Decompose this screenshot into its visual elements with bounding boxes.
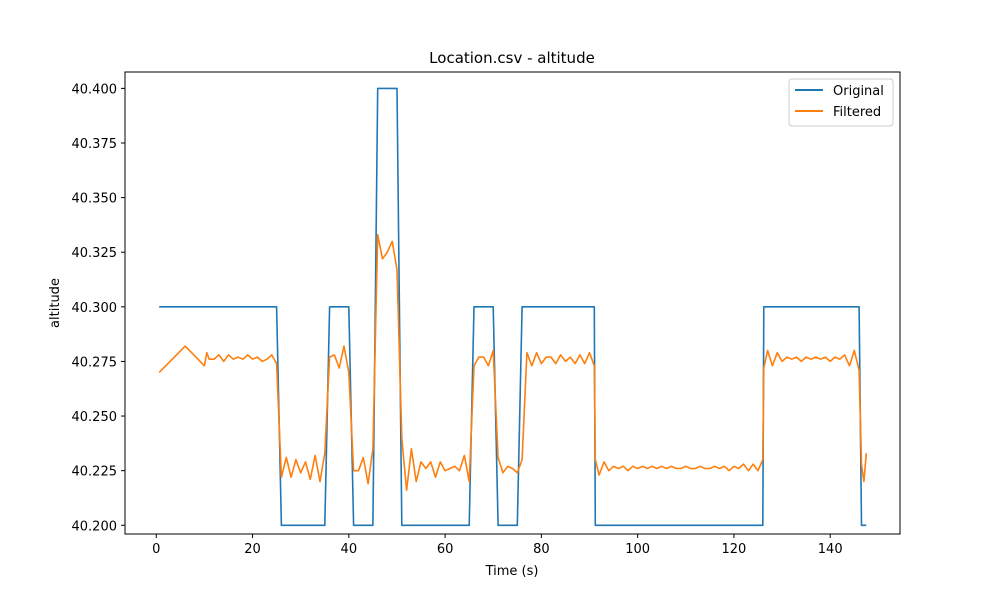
y-tick-label: 40.400 [72, 82, 118, 97]
y-axis: 40.200 40.225 40.250 40.275 40.300 40.325 40.3… [72, 82, 125, 534]
series-line-filtered [158, 233, 868, 492]
x-tick-label: 80 [533, 542, 550, 557]
x-tick-label: 140 [818, 542, 843, 557]
y-tick-label: 40.325 [72, 246, 118, 261]
y-tick-label: 40.200 [72, 519, 118, 534]
x-tick-label: 100 [625, 542, 650, 557]
y-tick-label: 40.225 [72, 465, 118, 480]
x-tick-label: 60 [437, 542, 454, 557]
y-tick-label: 40.300 [72, 301, 118, 316]
x-axis-label: Time (s) [485, 564, 539, 579]
plot-series [158, 87, 868, 527]
axes-frame [124, 71, 901, 535]
legend-label-filtered: Filtered [833, 105, 881, 120]
x-tick-label: 0 [152, 542, 160, 557]
y-tick-label: 40.250 [72, 410, 118, 425]
y-tick-label: 40.375 [72, 137, 118, 152]
y-tick-label: 40.350 [72, 192, 118, 207]
legend-label-original: Original [833, 84, 884, 99]
y-axis-label: altitude [48, 278, 63, 328]
x-tick-label: 20 [244, 542, 261, 557]
legend: Original Filtered [788, 78, 894, 127]
x-axis: 0 20 40 60 80 100 120 140 [152, 534, 843, 557]
x-tick-label: 40 [341, 542, 358, 557]
y-tick-label: 40.275 [72, 355, 118, 370]
chart-title: Location.csv - altitude [429, 49, 595, 67]
x-tick-label: 120 [722, 542, 747, 557]
